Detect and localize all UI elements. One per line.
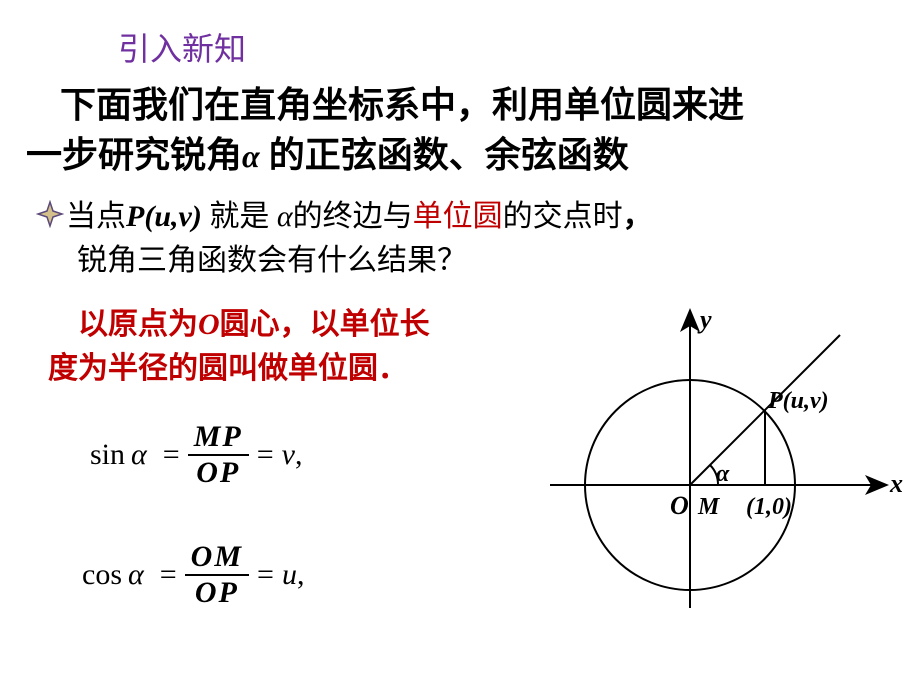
main-line2-a: 一步研究锐角: [26, 135, 242, 175]
label-x10: (1,0): [746, 494, 792, 520]
main-text-line2: 一步研究锐角α 的正弦函数、余弦函数: [26, 130, 629, 180]
main-text-line1: 下面我们在直角坐标系中，利用单位圆来进: [60, 80, 744, 130]
definition-line2: 度为半径的圆叫做单位圆．: [48, 346, 408, 391]
bullet-paren2: ): [192, 200, 210, 233]
sin-comma: ,: [295, 438, 303, 472]
bullet-line2: 锐角三角函数会有什么结果？: [77, 238, 467, 283]
label-alpha: α: [716, 461, 730, 487]
bullet-v: v: [179, 200, 192, 233]
section-heading: 引入新知: [118, 24, 246, 70]
cos-eq1: =: [160, 558, 177, 592]
sin-eq1: =: [163, 438, 180, 472]
cos-eq2: =: [257, 558, 274, 592]
cos-result: u: [282, 558, 297, 592]
bullet-red: 单位圆: [413, 200, 503, 233]
bullet-comma2: ，: [623, 200, 653, 233]
bullet-1b: 就是: [209, 200, 277, 233]
bullet-paren1: (: [144, 200, 154, 233]
star-bullet-icon: [36, 200, 64, 228]
bullet-1d: 的交点时: [503, 200, 623, 233]
sin-eq2: =: [257, 438, 274, 472]
label-M: M: [697, 494, 721, 520]
sin-den: OP: [190, 456, 246, 490]
cos-num: OM: [185, 540, 249, 574]
cos-alpha: α: [128, 558, 144, 592]
cos-formula: cos α = OM OP = u ,: [82, 540, 304, 610]
bullet-1a: 当点: [66, 200, 126, 233]
sin-result: v: [282, 438, 295, 472]
bullet-1c: 的终边与: [293, 200, 413, 233]
sin-frac: MP OP: [188, 420, 249, 490]
cos-func: cos: [82, 558, 122, 592]
sin-alpha: α: [131, 438, 147, 472]
heading-text: 引入新知: [118, 31, 246, 67]
sin-formula: sin α = MP OP = v ,: [90, 420, 302, 490]
bullet-line1: 当点P(u,v) 就是 α的终边与单位圆的交点时，: [66, 194, 653, 239]
bullet-2: 锐角三角函数会有什么结果？: [77, 244, 467, 277]
main-line2-b: 的正弦函数、余弦函数: [260, 135, 629, 175]
unit-circle-diagram: y x O M P(u,v) (1,0) α: [550, 300, 910, 640]
bullet-alpha: α: [277, 200, 293, 233]
def-1b: 圆心，以单位长: [220, 308, 430, 341]
def-1a: 以原点为: [78, 308, 198, 341]
cos-den: OP: [189, 576, 245, 610]
cos-comma: ,: [297, 558, 305, 592]
definition-line1: 以原点为O圆心，以单位长: [78, 302, 430, 347]
bullet-u: u: [154, 200, 171, 233]
label-x: x: [889, 469, 903, 498]
sin-func: sin: [90, 438, 125, 472]
def-O: O: [198, 308, 220, 341]
bullet-comma: ,: [171, 200, 179, 233]
main-line1-a: 下面我们在直角坐标系中，利用单位圆来进: [60, 85, 744, 125]
bullet-P: P: [126, 200, 144, 233]
label-O: O: [670, 491, 689, 520]
label-y: y: [697, 305, 712, 334]
label-P: P(u,v): [767, 388, 829, 414]
main-alpha: α: [242, 138, 260, 174]
sin-num: MP: [188, 420, 249, 454]
def-2: 度为半径的圆叫做单位圆．: [48, 352, 408, 385]
cos-frac: OM OP: [185, 540, 249, 610]
